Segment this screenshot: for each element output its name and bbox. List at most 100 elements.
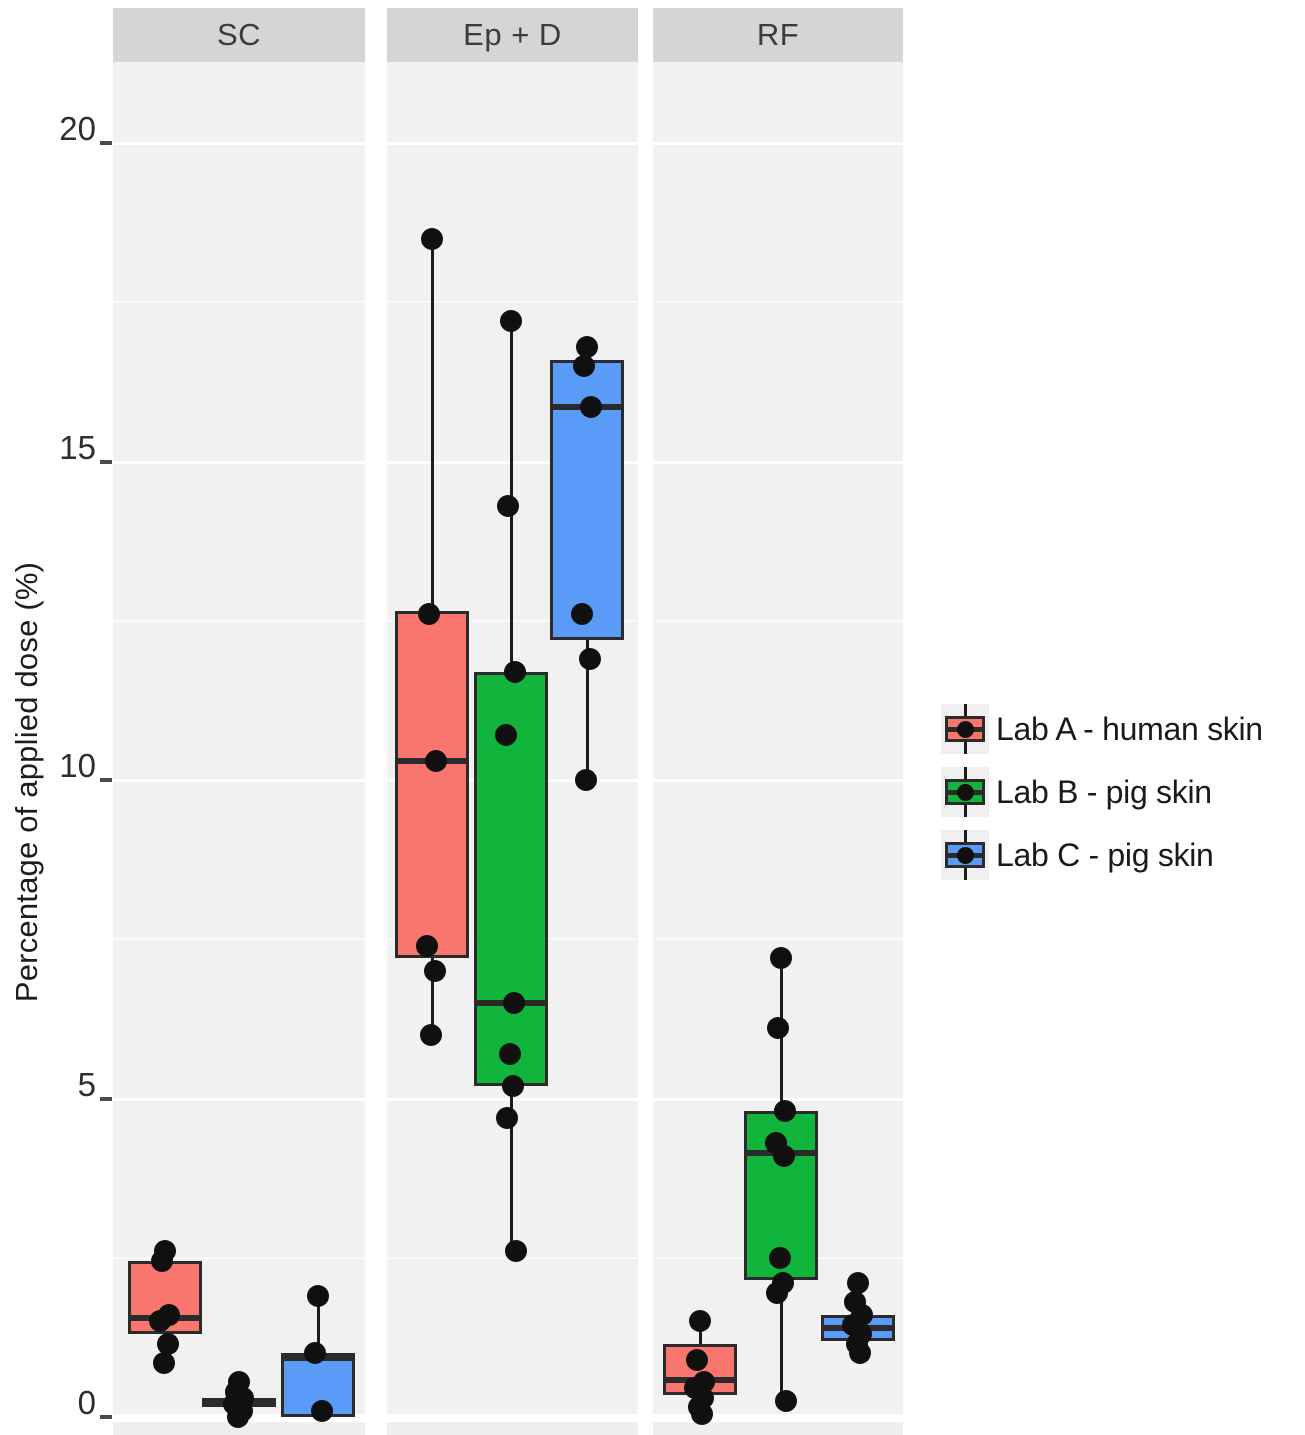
gridline-minor-12.5 bbox=[387, 620, 638, 622]
data-point bbox=[311, 1400, 333, 1422]
axis-band-ep-d bbox=[387, 1422, 638, 1435]
gridline-minor-17.5 bbox=[653, 301, 903, 303]
box-lab-a-human-skin-sc bbox=[128, 1261, 202, 1334]
gridline-minor-12.5 bbox=[653, 620, 903, 622]
data-point bbox=[576, 336, 598, 358]
y-tick-label-10: 10 bbox=[59, 747, 96, 784]
data-point bbox=[766, 1282, 788, 1304]
y-tick-label-0: 0 bbox=[77, 1384, 96, 1421]
data-point bbox=[425, 750, 447, 772]
data-point bbox=[773, 1145, 795, 1167]
gridline-major-0 bbox=[387, 1414, 638, 1417]
lower-whisker-lab-c-pig-skin-ep-d bbox=[585, 640, 589, 780]
y-tick-mark-5 bbox=[100, 1097, 112, 1101]
gridline-minor-12.5 bbox=[113, 620, 365, 622]
legend-label: Lab C - pig skin bbox=[996, 836, 1214, 873]
data-point bbox=[496, 1107, 518, 1129]
gridline-major-5 bbox=[113, 1098, 365, 1101]
gridline-minor-17.5 bbox=[113, 301, 365, 303]
legend-item-lab-b-pig-skin: Lab B - pig skin bbox=[941, 767, 1263, 817]
data-point bbox=[686, 1349, 708, 1371]
gridline-major-15 bbox=[387, 461, 638, 464]
facet-strip-ep-d: Ep + D bbox=[387, 8, 638, 62]
data-point bbox=[505, 1240, 527, 1262]
upper-whisker-lab-a-human-skin-ep-d bbox=[430, 239, 434, 611]
gridline-major-20 bbox=[113, 142, 365, 145]
gridline-minor-2.5 bbox=[113, 1257, 365, 1259]
y-tick-mark-15 bbox=[100, 460, 112, 464]
axis-band-rf bbox=[653, 1422, 903, 1435]
gridline-minor-7.5 bbox=[653, 938, 903, 940]
gridline-major-5 bbox=[653, 1098, 903, 1101]
y-tick-mark-20 bbox=[100, 141, 112, 145]
box-lab-a-human-skin-ep-d bbox=[395, 611, 469, 958]
gridline-major-15 bbox=[113, 461, 365, 464]
data-point bbox=[767, 1017, 789, 1039]
data-point bbox=[227, 1406, 249, 1428]
legend-key-boxplot-icon bbox=[941, 767, 989, 817]
legend-label: Lab A - human skin bbox=[996, 710, 1263, 747]
legend-key-boxplot-icon bbox=[941, 704, 989, 754]
gridline-major-5 bbox=[387, 1098, 638, 1101]
facet-label-sc: SC bbox=[216, 17, 262, 52]
legend: Lab A - human skin Lab B - pig skin Lab C … bbox=[941, 704, 1263, 880]
axis-band-sc bbox=[113, 1422, 365, 1435]
gridline-minor-7.5 bbox=[113, 938, 365, 940]
facet-label-ep-d: Ep + D bbox=[463, 17, 562, 52]
y-tick-label-15: 15 bbox=[59, 429, 96, 466]
facet-strip-rf: RF bbox=[653, 8, 903, 62]
data-point bbox=[770, 947, 792, 969]
data-point bbox=[504, 661, 526, 683]
gridline-major-15 bbox=[653, 461, 903, 464]
data-point bbox=[691, 1403, 713, 1425]
data-point bbox=[502, 1075, 524, 1097]
data-point bbox=[500, 310, 522, 332]
facet-label-rf: RF bbox=[756, 17, 800, 52]
gridline-major-10 bbox=[113, 779, 365, 782]
lower-whisker-lab-b-pig-skin-rf bbox=[779, 1280, 783, 1401]
legend-key-point-dot bbox=[956, 783, 974, 801]
gridline-minor-17.5 bbox=[387, 301, 638, 303]
data-point bbox=[575, 769, 597, 791]
data-point bbox=[149, 1310, 171, 1332]
data-point bbox=[847, 1272, 869, 1294]
data-point bbox=[497, 495, 519, 517]
legend-key-point-dot bbox=[956, 846, 974, 864]
lower-whisker-lab-a-human-skin-ep-d bbox=[430, 958, 434, 1035]
data-point bbox=[304, 1342, 326, 1364]
y-tick-label-20: 20 bbox=[59, 110, 96, 147]
data-point bbox=[418, 603, 440, 625]
y-tick-mark-0 bbox=[100, 1415, 112, 1419]
data-point bbox=[499, 1043, 521, 1065]
legend-item-lab-c-pig-skin: Lab C - pig skin bbox=[941, 830, 1263, 880]
data-point bbox=[424, 960, 446, 982]
facet-strip-sc: SC bbox=[113, 8, 365, 62]
data-point bbox=[416, 935, 438, 957]
data-point bbox=[769, 1247, 791, 1269]
data-point bbox=[571, 603, 593, 625]
gridline-major-10 bbox=[653, 779, 903, 782]
data-point bbox=[421, 228, 443, 250]
y-tick-mark-10 bbox=[100, 778, 112, 782]
data-point bbox=[495, 724, 517, 746]
gridline-major-20 bbox=[387, 142, 638, 145]
legend-label: Lab B - pig skin bbox=[996, 773, 1212, 810]
y-tick-label-5: 5 bbox=[77, 1066, 96, 1103]
data-point bbox=[503, 992, 525, 1014]
gridline-major-0 bbox=[653, 1414, 903, 1417]
upper-whisker-lab-c-pig-skin-sc bbox=[316, 1296, 320, 1353]
facet-panel-sc bbox=[113, 62, 365, 1417]
data-point bbox=[151, 1250, 173, 1272]
lower-whisker-lab-b-pig-skin-ep-d bbox=[509, 1086, 513, 1251]
legend-item-lab-a-human-skin: Lab A - human skin bbox=[941, 704, 1263, 754]
data-point bbox=[774, 1100, 796, 1122]
data-point bbox=[580, 396, 602, 418]
upper-whisker-lab-a-human-skin-rf bbox=[698, 1321, 702, 1344]
gridline-major-20 bbox=[653, 142, 903, 145]
legend-key-point-dot bbox=[956, 720, 974, 738]
data-point bbox=[153, 1352, 175, 1374]
legend-key-boxplot-icon bbox=[941, 830, 989, 880]
data-point bbox=[775, 1390, 797, 1412]
data-point bbox=[307, 1285, 329, 1307]
